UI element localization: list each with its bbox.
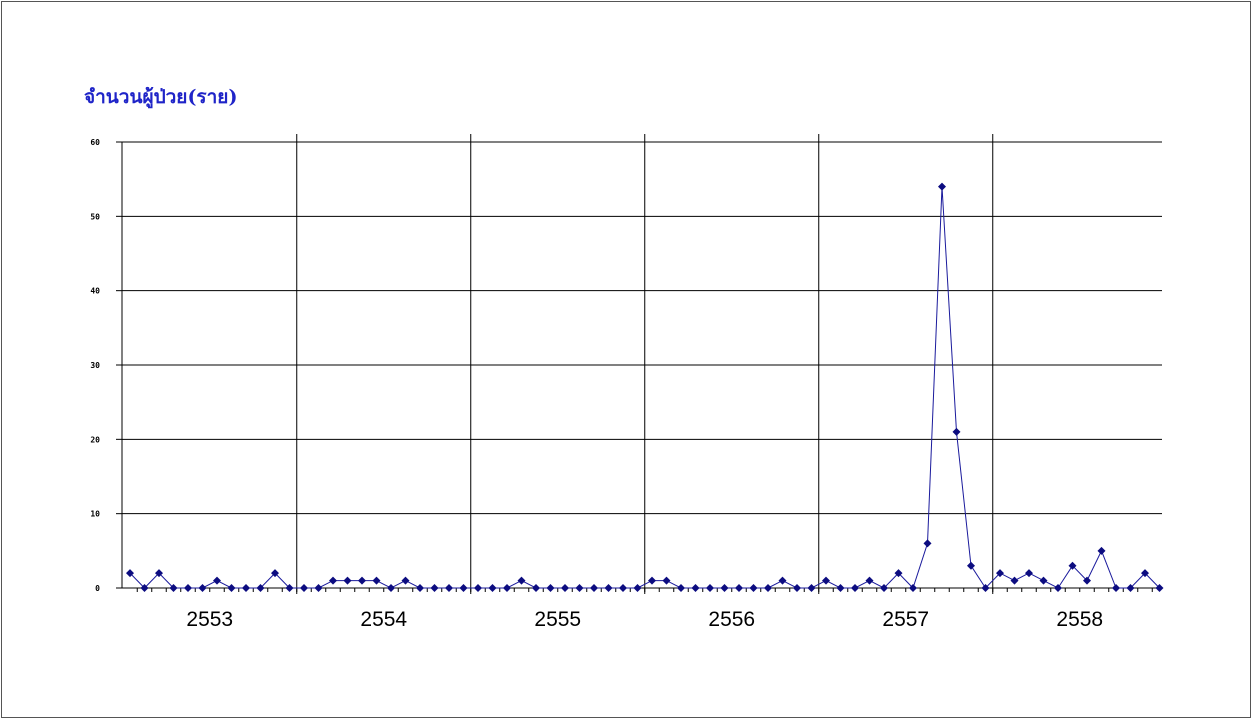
data-point [923,539,932,548]
data-point [430,584,439,592]
x-year-label: 2553 [186,608,233,631]
data-point [793,584,801,592]
data-point [735,584,743,592]
y-tick-label: 60 [90,138,100,147]
x-year-label: 2554 [360,608,407,631]
data-point [184,584,192,592]
x-year-label: 2555 [534,608,581,631]
data-point [1068,561,1077,570]
data-point [1054,584,1062,592]
data-point [227,584,236,592]
data-point [1126,584,1135,592]
data-point [894,569,903,578]
data-point [1097,546,1106,555]
data-point [401,576,410,585]
data-point [169,584,178,592]
label-layer: 0 10 20 30 40 50 60 2553 2554 2555 2556 2557 2558 [90,138,1103,631]
data-point [1141,569,1149,578]
data-point [416,584,424,592]
data-point [329,576,337,585]
data-point [372,576,381,585]
data-point [648,576,656,585]
data-point [242,584,250,592]
data-point [822,576,830,585]
data-point [662,576,671,585]
data-point [619,584,627,592]
data-point [517,576,526,585]
y-tick-label: 50 [90,212,100,221]
data-point [967,561,975,570]
y-tick-label: 30 [90,361,100,370]
data-point [880,584,888,592]
data-point [198,584,207,592]
data-point [952,427,961,436]
y-tick-label: 20 [90,435,100,444]
data-point [764,584,772,592]
data-point [851,584,859,592]
data-point [126,569,134,578]
data-point [996,569,1004,578]
axis-layer [116,141,1162,592]
data-point [778,576,787,585]
data-point [604,584,613,592]
data-point [720,584,729,592]
data-point [546,584,555,592]
x-year-label: 2557 [882,608,929,631]
data-point [459,584,468,592]
data-point [387,584,395,592]
data-point [691,584,700,592]
series-layer [126,182,1164,592]
data-point [865,576,874,585]
data-point [285,584,294,592]
data-point [938,182,946,191]
y-tick-label: 40 [90,287,100,296]
data-point [271,569,279,578]
y-tick-label: 0 [95,584,100,593]
x-year-label: 2558 [1056,608,1103,631]
grid-layer [122,134,1162,594]
data-point [1025,569,1033,578]
y-tick-label: 10 [90,510,100,519]
data-point [314,584,323,592]
data-point [358,576,366,585]
data-point [633,584,642,592]
data-point [1010,576,1019,585]
data-point [503,584,511,592]
chart-title: จำนวนผู้ป่วย(ราย) [84,86,238,108]
data-point [474,584,482,592]
data-point [256,584,265,592]
data-point [590,584,598,592]
data-point [445,584,453,592]
data-point [1039,576,1048,585]
x-year-label: 2556 [708,608,755,631]
data-point [981,584,990,592]
data-point [1083,576,1091,585]
data-point [343,576,352,585]
data-point [836,584,845,592]
data-point [155,569,163,578]
data-point [909,584,917,592]
data-point [140,584,149,592]
data-point [807,584,816,592]
data-point [575,584,584,592]
data-point [749,584,758,592]
data-point [561,584,569,592]
data-point [300,584,308,592]
data-point [706,584,714,592]
data-point [677,584,685,592]
data-point [488,584,497,592]
data-point [213,576,221,585]
data-point [1155,584,1164,592]
data-point [532,584,540,592]
data-point [1112,584,1120,592]
